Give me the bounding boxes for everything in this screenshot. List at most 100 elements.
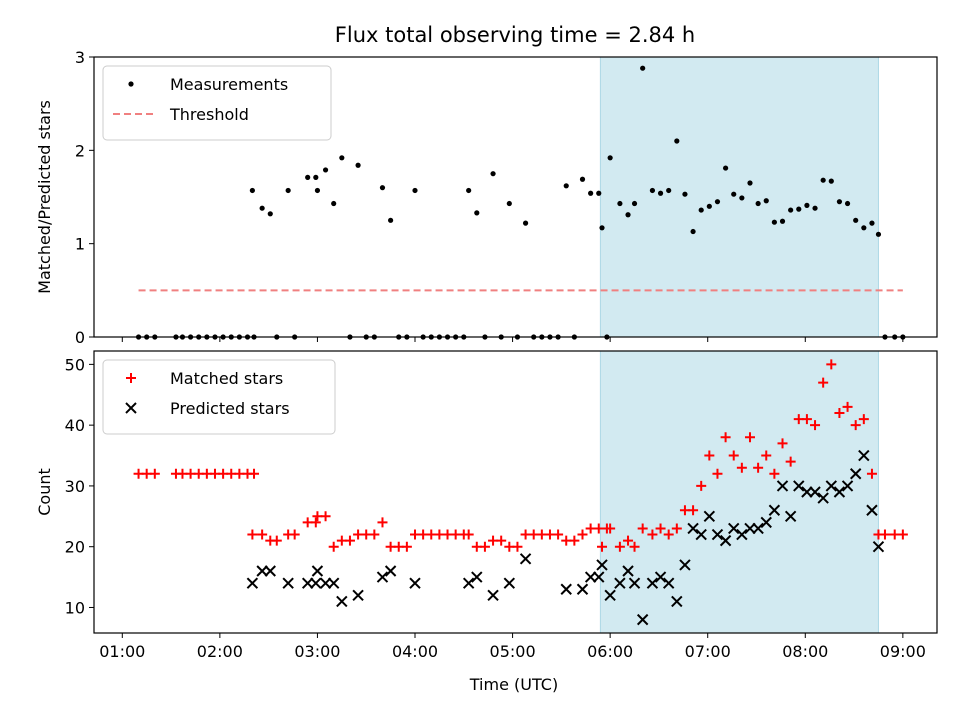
matched-star-point	[344, 535, 355, 546]
predicted-star-point	[282, 577, 294, 589]
predicted-star-point	[646, 577, 659, 589]
predicted-star-point	[849, 468, 862, 480]
matched-star-point	[605, 523, 616, 534]
matched-star-point	[753, 462, 764, 473]
x-tick-label: 08:00	[782, 642, 828, 661]
y-tick-label: 50	[65, 355, 85, 374]
measurement-point	[379, 185, 386, 191]
y-tick-label: 30	[65, 477, 85, 496]
matched-star-point	[736, 462, 747, 473]
matched-star-point	[720, 432, 731, 443]
predicted-star-point	[809, 486, 821, 498]
measurement-point	[674, 138, 680, 144]
ratio-panel: 0 1 2 3 Matched/Predicted stars Measurements T…	[35, 48, 938, 347]
measurement-point	[412, 187, 418, 194]
predicted-star-point	[336, 595, 348, 608]
matched-star-point	[866, 468, 877, 479]
predicted-star-point	[817, 492, 829, 504]
measurement-point	[305, 174, 311, 180]
legend-marker	[128, 81, 134, 87]
predicted-star-point	[872, 540, 885, 553]
matched-star-point	[512, 541, 523, 552]
measurement-point	[804, 202, 810, 208]
measurement-point	[714, 199, 721, 205]
measurement-point	[490, 171, 496, 177]
x-tick-label: 02:00	[197, 642, 243, 661]
matched-star-point	[712, 468, 723, 479]
predicted-star-point	[776, 480, 789, 492]
measurement-point	[625, 212, 631, 218]
x-axis-label: Time (UTC)	[469, 675, 558, 694]
measurement-point	[596, 190, 602, 196]
matched-star-point	[728, 450, 739, 461]
predicted-star-point	[793, 480, 805, 492]
matched-star-point	[769, 468, 780, 479]
matched-star-point	[696, 480, 707, 491]
measurement-point	[747, 180, 753, 186]
matched-star-point	[377, 517, 388, 528]
matched-star-point	[597, 541, 608, 552]
measurement-point	[355, 162, 361, 168]
y-tick-label: 10	[65, 598, 85, 617]
predicted-star-point	[327, 577, 340, 589]
matched-star-point	[496, 535, 507, 546]
predicted-star-point	[636, 613, 649, 626]
measurement-point	[861, 225, 867, 231]
predicted-star-point	[264, 565, 276, 577]
measurement-point	[779, 218, 786, 224]
matched-star-point	[247, 529, 258, 540]
predicted-star-point	[584, 571, 597, 583]
matched-star-point	[249, 468, 260, 479]
predicted-star-point	[801, 486, 813, 498]
predicted-star-point	[671, 595, 683, 608]
measurement-point	[313, 174, 319, 180]
predicted-star-point	[711, 528, 724, 541]
matched-star-point	[744, 432, 755, 443]
measurement-point	[331, 200, 337, 207]
matched-star-point	[810, 420, 821, 431]
predicted-star-point	[311, 565, 324, 577]
matched-star-point	[257, 529, 268, 540]
measurement-point	[640, 65, 646, 71]
predicted-star-point	[768, 504, 781, 516]
predicted-star-point	[596, 559, 608, 571]
predicted-star-point	[471, 571, 483, 583]
matched-star-point	[553, 529, 564, 540]
measurement-point	[339, 155, 345, 161]
measurement-point	[259, 205, 265, 211]
measurement-point	[522, 220, 529, 226]
predicted-star-point	[246, 577, 259, 589]
measurement-point	[731, 191, 737, 197]
measurement-point	[563, 183, 569, 189]
matched-star-point	[777, 438, 788, 449]
matched-star-point	[671, 523, 682, 534]
predicted-star-point	[576, 583, 589, 595]
plot-frame	[93, 56, 938, 338]
legend-label: Threshold	[169, 105, 249, 124]
measurement-point	[267, 211, 273, 217]
measurement-point	[631, 200, 638, 207]
legend-box	[102, 65, 332, 141]
measurement-point	[869, 220, 875, 226]
y-axis-label: Matched/Predicted stars	[35, 100, 54, 294]
measurement-point	[666, 187, 672, 194]
predicted-star-point	[654, 571, 667, 583]
matched-star-point	[688, 505, 699, 516]
measurement-point	[474, 210, 480, 216]
predicted-star-point	[662, 577, 675, 589]
shaded-region	[599, 350, 879, 634]
y-tick-label: 3	[75, 48, 85, 67]
measurement-point	[820, 177, 826, 183]
predicted-star-point	[519, 553, 532, 565]
measurement-point	[314, 187, 321, 194]
x-tick-label: 09:00	[880, 642, 926, 661]
predicted-star-point	[376, 571, 389, 583]
predicted-star-point	[256, 565, 268, 577]
matched-star-point	[569, 535, 580, 546]
measurement-point	[657, 190, 664, 196]
matched-star-point	[818, 377, 829, 388]
predicted-star-point	[462, 577, 475, 589]
y-tick-label: 2	[75, 141, 85, 160]
measurement-point	[706, 203, 712, 209]
x-tick-label: 06:00	[587, 642, 633, 661]
